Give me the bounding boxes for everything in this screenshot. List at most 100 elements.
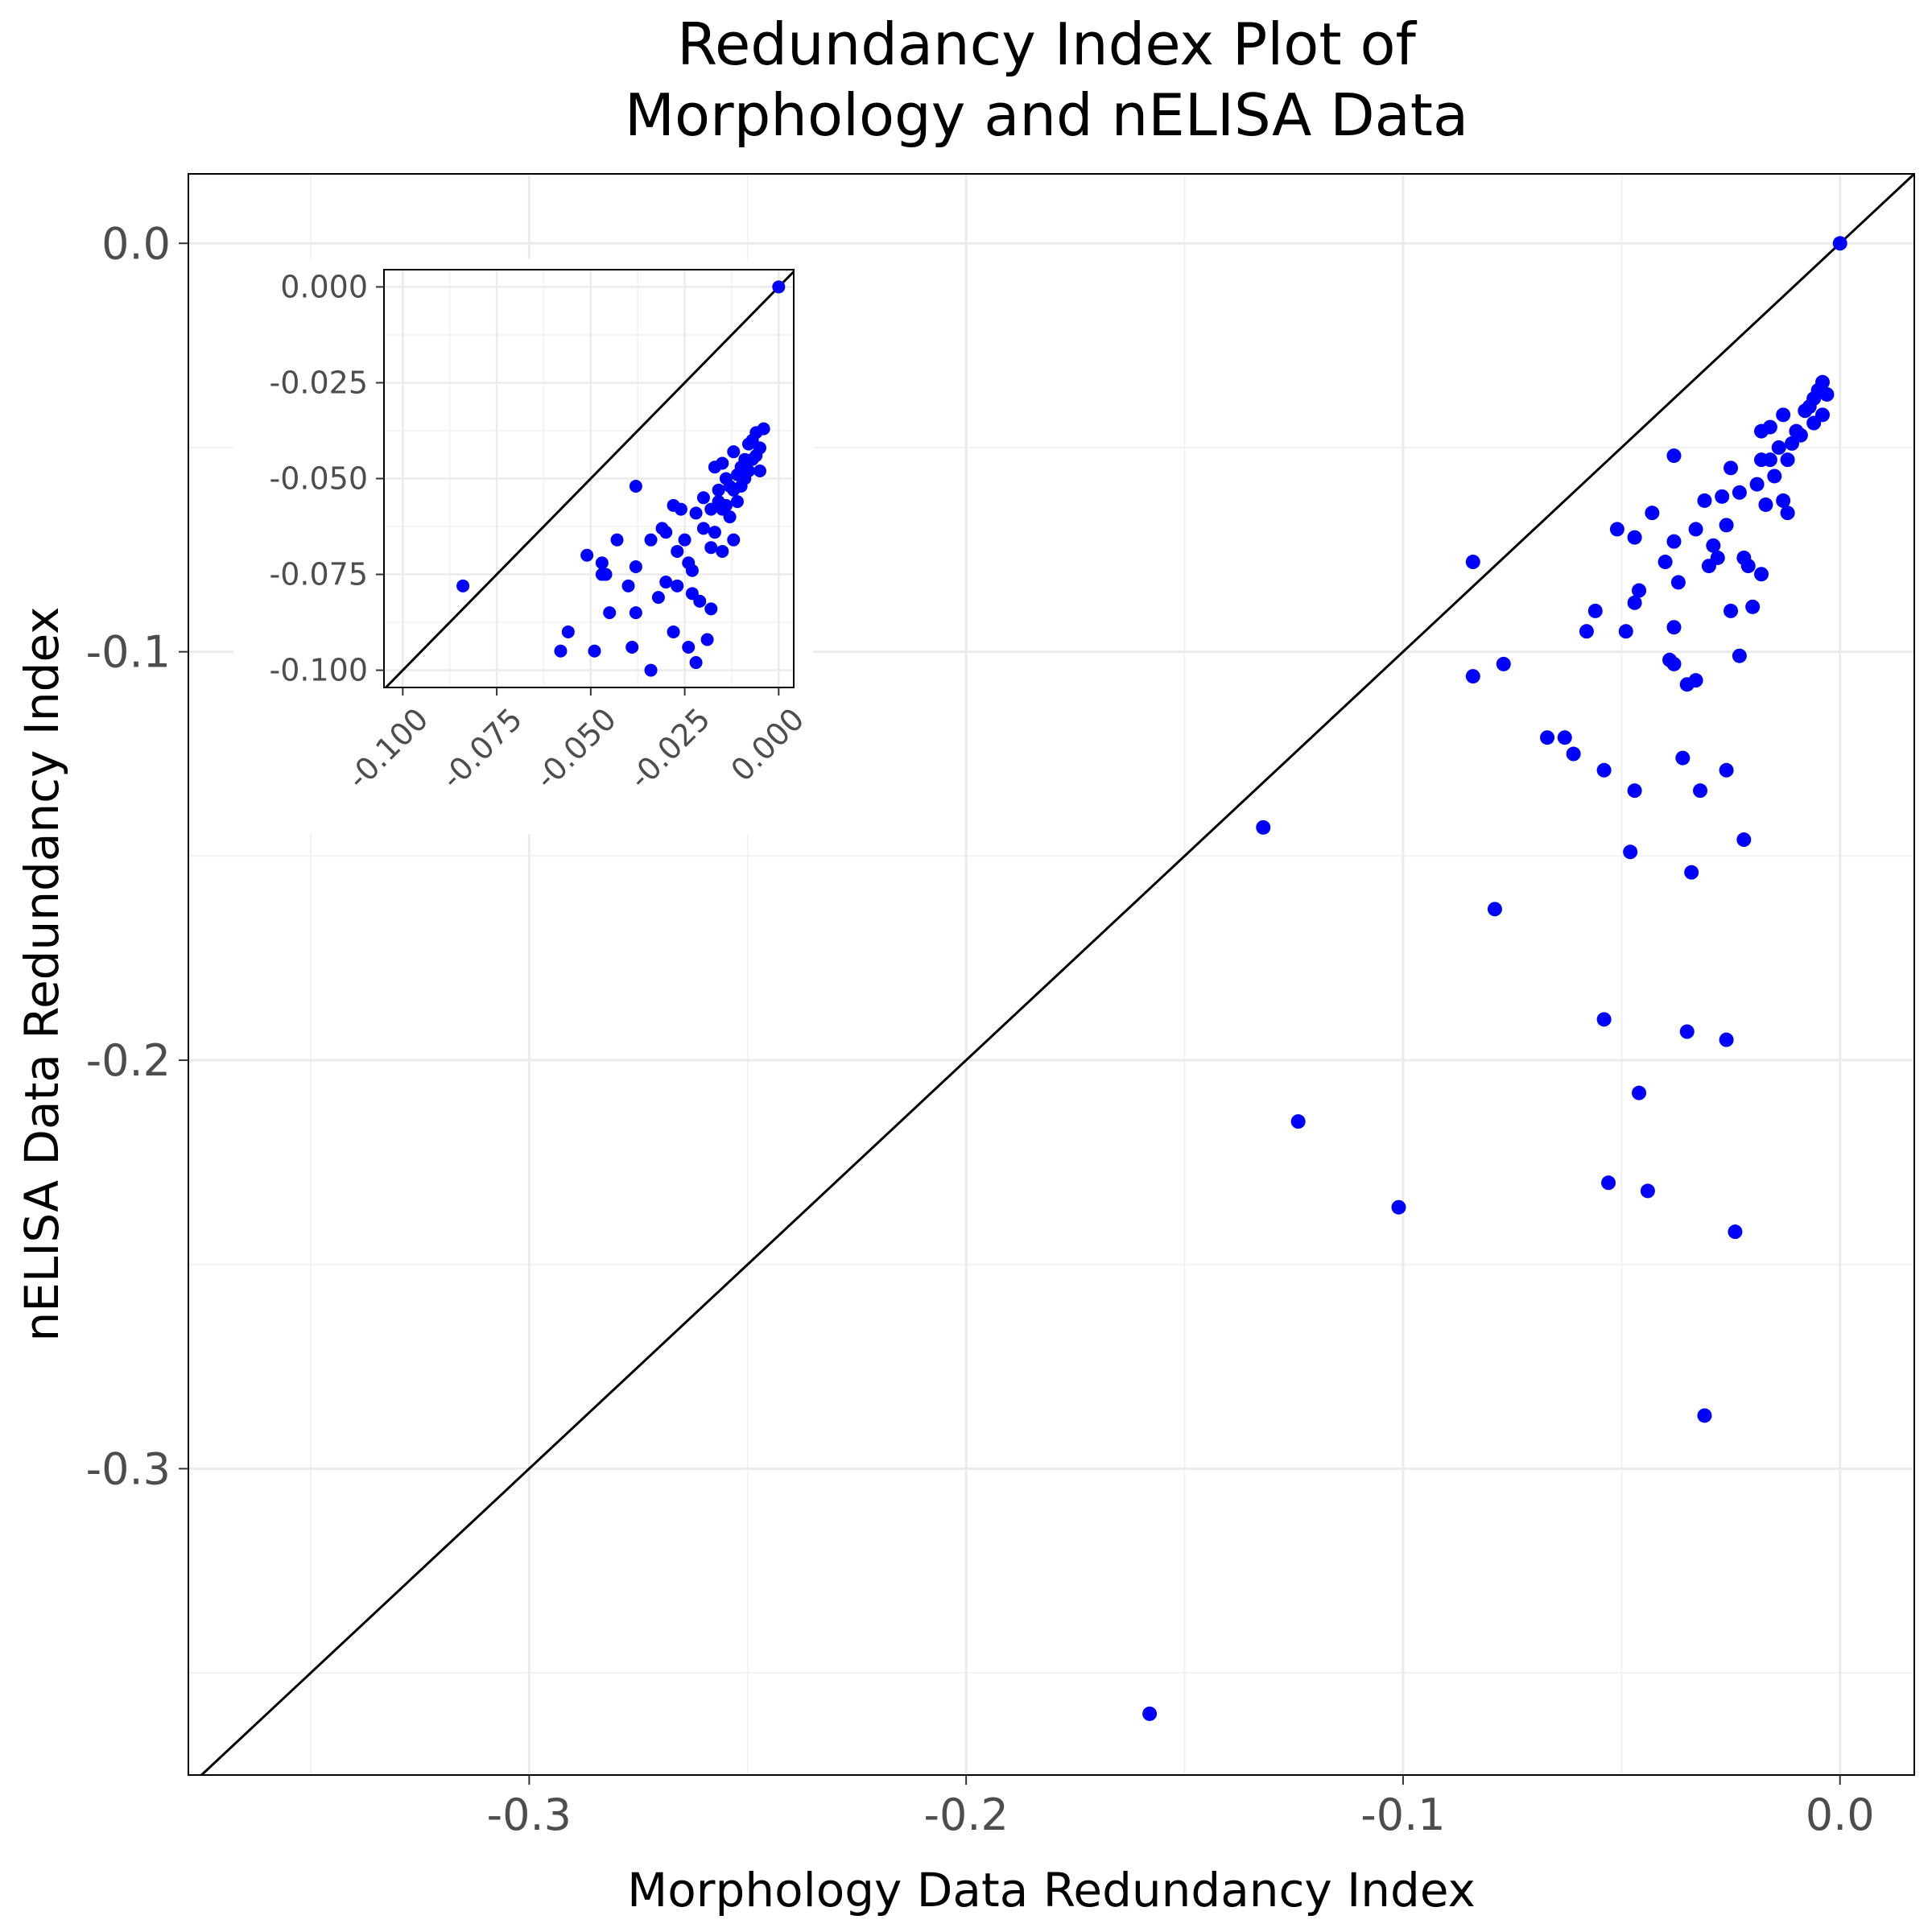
data-point: [580, 548, 594, 562]
data-point: [1754, 567, 1769, 582]
data-point: [1771, 440, 1786, 455]
chart-title-line-1: Redundancy Index Plot of: [677, 10, 1417, 78]
data-point: [1684, 865, 1699, 880]
data-point: [1724, 460, 1739, 476]
y-tick-label: -0.2: [86, 1035, 171, 1086]
main-data-points: [1142, 236, 1847, 1721]
data-point: [1732, 485, 1747, 500]
main-panel-border: [188, 173, 1915, 1776]
data-point: [1632, 583, 1647, 598]
data-point: [1587, 603, 1603, 618]
data-point: [1666, 534, 1682, 549]
data-point: [1719, 762, 1734, 778]
data-point: [1706, 538, 1721, 553]
data-point: [689, 656, 703, 670]
data-point: [1627, 595, 1642, 610]
data-point: [1767, 469, 1782, 484]
data-point: [1815, 407, 1831, 423]
data-point: [1693, 783, 1708, 799]
data-point: [603, 606, 617, 620]
data-point: [671, 579, 684, 592]
data-point: [1758, 497, 1773, 512]
y-tick-label: -0.075: [270, 557, 369, 592]
data-point: [730, 495, 744, 509]
data-point: [629, 480, 642, 493]
y-tick-label: 0.0: [101, 218, 171, 269]
data-point: [667, 625, 680, 638]
data-point: [704, 602, 718, 616]
data-point: [1540, 730, 1555, 745]
inset-reference-line: [385, 270, 795, 689]
data-point: [700, 633, 714, 646]
data-point: [1666, 656, 1682, 671]
data-point: [1627, 530, 1642, 545]
data-point: [1715, 489, 1730, 504]
x-tick-label: -0.1: [1360, 1790, 1445, 1840]
main-reference-line: [200, 172, 1916, 1777]
data-point: [678, 533, 691, 547]
data-point: [1645, 506, 1660, 521]
data-point: [693, 594, 707, 608]
data-point: [1815, 374, 1831, 390]
inset-data-points: [456, 280, 786, 677]
data-point: [671, 544, 684, 558]
data-point: [1596, 1012, 1612, 1027]
data-point: [1496, 656, 1511, 671]
main-gridlines: [188, 174, 1914, 1775]
data-point: [741, 464, 755, 477]
data-point: [1657, 555, 1673, 570]
data-point: [1688, 522, 1703, 537]
data-point: [644, 663, 658, 677]
data-point: [757, 422, 770, 436]
main-y-axis: 0.0 -0.1 -0.2 -0.3: [86, 218, 188, 1494]
data-point: [719, 498, 733, 512]
data-point: [1142, 1706, 1158, 1721]
data-point: [588, 644, 601, 658]
data-point: [1601, 1175, 1616, 1191]
data-point: [772, 280, 786, 294]
y-tick-label: 0.000: [280, 269, 368, 304]
data-point: [716, 544, 729, 558]
data-point: [1391, 1199, 1406, 1215]
data-point: [456, 579, 470, 592]
data-point: [753, 464, 766, 477]
data-point: [1776, 493, 1791, 508]
data-point: [727, 533, 741, 547]
data-point: [1832, 236, 1847, 251]
y-tick-label: -0.050: [270, 461, 369, 497]
data-point: [682, 641, 696, 654]
data-point: [1762, 419, 1777, 435]
data-point: [696, 522, 710, 535]
data-point: [1776, 407, 1791, 423]
data-point: [1609, 522, 1624, 537]
data-point: [1290, 1114, 1306, 1129]
data-point: [1675, 750, 1690, 766]
data-point: [1732, 648, 1747, 663]
y-axis-title: nELISA Data Redundancy Index: [14, 607, 69, 1342]
y-tick-label: -0.025: [270, 365, 369, 400]
data-point: [712, 483, 725, 497]
data-point: [1670, 575, 1686, 590]
data-point: [696, 491, 710, 505]
data-point: [659, 576, 673, 589]
data-point: [1749, 477, 1765, 492]
data-point: [1710, 550, 1725, 565]
data-point: [561, 625, 575, 638]
data-point: [1745, 599, 1761, 614]
inset-gridlines: [384, 270, 794, 687]
data-point: [1780, 452, 1795, 468]
data-point: [674, 502, 687, 516]
data-point: [1762, 452, 1777, 468]
x-tick-label: 0.0: [1806, 1790, 1875, 1840]
data-point: [1579, 624, 1594, 639]
data-point: [1780, 506, 1795, 521]
inset-plot: -0.100 -0.075 -0.050 -0.025 0.000 0.000 -0.02…: [233, 259, 813, 834]
data-point: [651, 591, 665, 605]
data-point: [1627, 783, 1642, 799]
data-point: [1736, 832, 1752, 848]
data-point: [1719, 518, 1734, 533]
data-point: [599, 568, 613, 581]
data-point: [1719, 1032, 1734, 1047]
data-point: [1596, 762, 1612, 778]
